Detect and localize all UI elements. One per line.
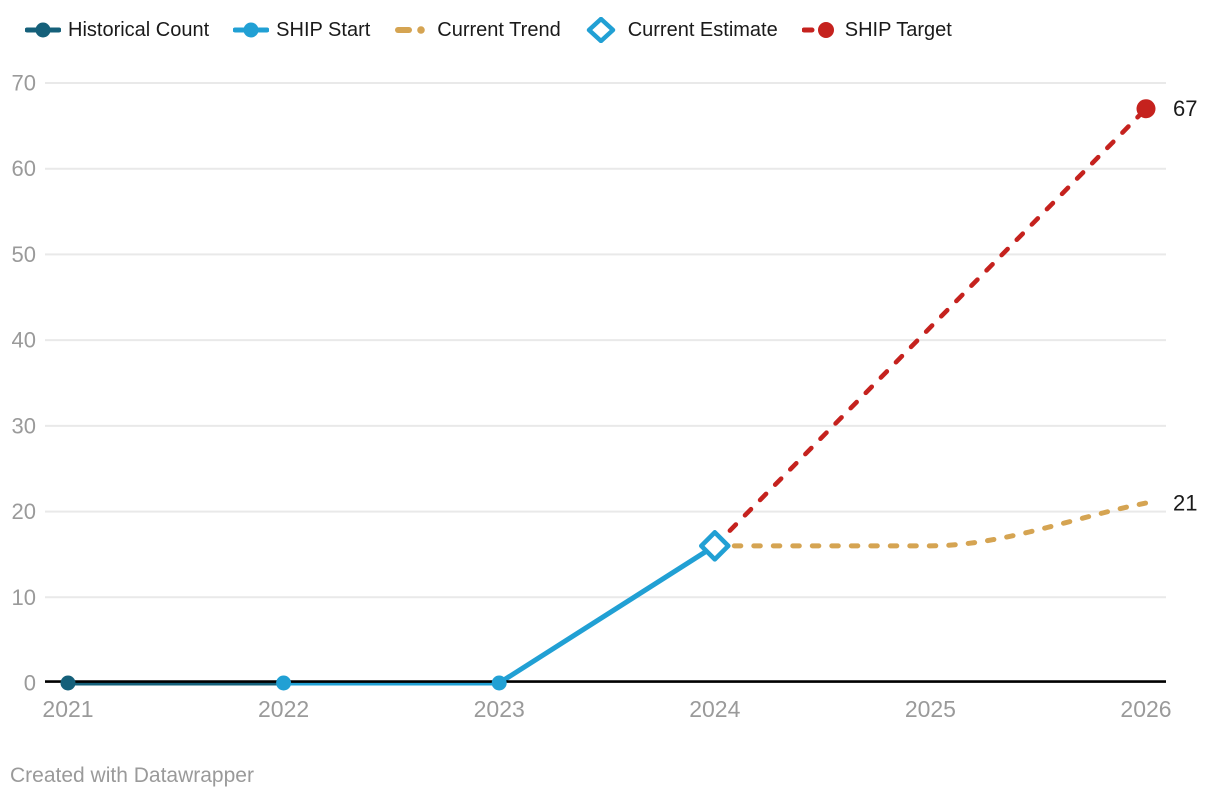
series-line-ship-target <box>712 106 1149 549</box>
y-tick-label-60: 60 <box>12 156 36 181</box>
diamond-open-icon <box>586 17 615 43</box>
legend-label: SHIP Start <box>276 19 371 41</box>
value-label-21: 21 <box>1173 491 1197 516</box>
y-tick-label-50: 50 <box>12 242 36 267</box>
y-tick-label-70: 70 <box>12 71 36 96</box>
data-point-ship-start-2022 <box>276 675 292 691</box>
data-point-ship-start-2023 <box>491 675 507 691</box>
y-tick-label-10: 10 <box>12 585 36 610</box>
line-dot-icon <box>25 22 61 38</box>
x-tick-label-2023: 2023 <box>474 696 525 722</box>
y-tick-label-0: 0 <box>24 671 36 696</box>
attribution-text: Created with Datawrapper <box>10 764 254 787</box>
legend: Historical Count SHIP Start Current Trend C… <box>25 16 952 44</box>
series-line-ship-start <box>283 543 717 686</box>
legend-label: Historical Count <box>68 19 210 41</box>
x-tick-label-2022: 2022 <box>258 696 309 722</box>
dash-circle-icon <box>801 22 834 38</box>
x-tick-label-2025: 2025 <box>905 696 956 722</box>
dash-dot-icon <box>395 26 426 34</box>
x-tick-label-2026: 2026 <box>1120 696 1171 722</box>
legend-label: SHIP Target <box>844 19 952 41</box>
data-point-ship-target-2026 <box>1136 99 1156 119</box>
data-point-historical-count-2021 <box>60 675 76 691</box>
legend-item-current-estimate: Current Estimate <box>585 16 778 44</box>
line-dot-icon <box>233 22 270 38</box>
legend-label: Current Trend <box>437 19 561 41</box>
legend-item-historical-count: Historical Count <box>25 16 209 44</box>
y-tick-label-30: 30 <box>12 413 36 438</box>
legend-label: Current Estimate <box>627 19 778 41</box>
x-tick-label-2024: 2024 <box>689 696 740 722</box>
legend-item-ship-target: SHIP Target <box>801 16 952 44</box>
y-tick-label-20: 20 <box>12 499 36 524</box>
y-tick-label-40: 40 <box>12 328 36 353</box>
value-label-67: 67 <box>1173 96 1197 121</box>
series-line-current-trend <box>712 500 1149 549</box>
data-point-current-estimate-2024 <box>699 530 731 562</box>
legend-item-ship-start: SHIP Start <box>233 16 370 44</box>
x-tick-label-2021: 2021 <box>42 696 93 722</box>
legend-item-current-trend: Current Trend <box>394 16 561 44</box>
